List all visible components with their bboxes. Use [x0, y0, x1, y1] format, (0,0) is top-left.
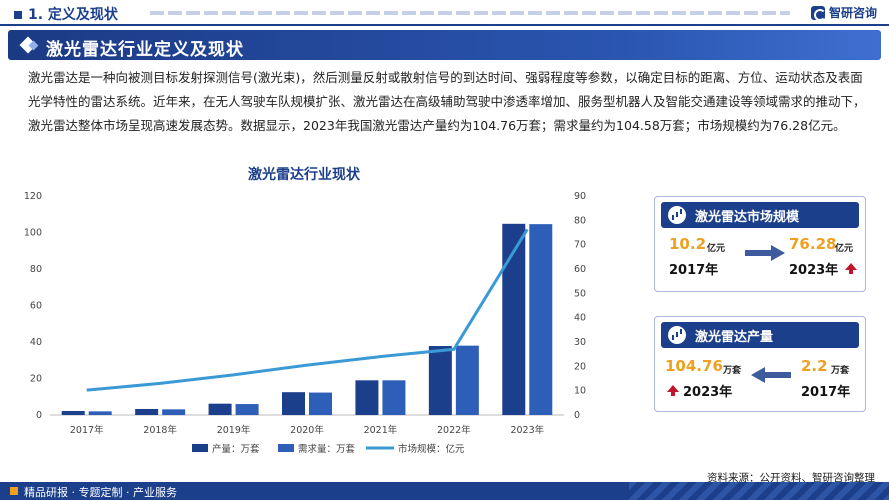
footer-text: 精品研报 · 专题定制 · 产业服务 — [24, 486, 177, 499]
up-arrow-icon — [667, 385, 679, 396]
x-tick-label: 2017年 — [70, 424, 104, 436]
y-right-tick-label: 50 — [574, 288, 586, 299]
top-ornament — [150, 11, 790, 15]
y-left-tick-label: 120 — [24, 191, 42, 202]
output-old-value: 2.2 — [801, 357, 828, 375]
output-card: 激光雷达产量 104.76 万套 2023年 2.2 万套 2017年 — [654, 316, 866, 412]
title-banner: 激光雷达行业定义及现状 — [8, 30, 881, 60]
brand-name: 智研咨询 — [828, 6, 877, 20]
market-to-year: 2023年 — [789, 263, 839, 278]
market-card-title: 激光雷达市场规模 — [695, 210, 800, 225]
chart-title: 激光雷达行业现状 — [248, 167, 360, 183]
section-bullet-icon — [14, 11, 22, 19]
y-left-tick-label: 80 — [30, 264, 42, 275]
bar-chart-icon — [668, 326, 686, 344]
y-left-tick-label: 20 — [30, 374, 42, 385]
market-to-value: 76.28 — [789, 235, 837, 253]
y-right-tick-label: 80 — [574, 215, 586, 226]
footer-square-icon — [10, 487, 18, 495]
y-right-tick-label: 0 — [574, 410, 580, 421]
y-right-tick-label: 10 — [574, 386, 586, 397]
bar-output — [428, 346, 452, 415]
y-left-tick-label: 0 — [36, 410, 42, 421]
section-title-text: 1. 定义及现状 — [28, 7, 118, 23]
market-size-card: 激光雷达市场规模 10.2 亿元 2017年 76.28 亿元 2023年 — [654, 196, 866, 292]
x-tick-label: 2023年 — [510, 424, 544, 436]
bar-demand — [455, 345, 479, 415]
legend-label: 产量：万套 — [212, 443, 260, 455]
chart-svg: 0 20 40 60 80 100 120 0 10 20 30 40 50 60 70 80 90 2017年 2… — [24, 191, 586, 455]
output-new-value: 104.76 — [665, 357, 723, 375]
bar-output — [208, 403, 232, 415]
output-card-title: 激光雷达产量 — [695, 330, 774, 345]
top-bar: 1. 定义及现状 智研咨询 — [0, 0, 889, 26]
x-tick-label: 2022年 — [437, 424, 471, 436]
y-left-tick-label: 100 — [24, 228, 42, 239]
chart: 0 20 40 60 80 100 120 0 10 20 30 40 50 60 70 80 90 2017年 2… — [20, 186, 610, 466]
bar-chart-icon — [668, 206, 686, 224]
y-right-tick-label: 30 — [574, 337, 586, 348]
bar-output — [502, 223, 526, 415]
y-right-tick-label: 20 — [574, 361, 586, 372]
x-tick-label: 2021年 — [364, 424, 398, 436]
y-right-tick-label: 60 — [574, 264, 586, 275]
source-note: 资料来源：公开资料、智研咨询整理 — [707, 472, 875, 484]
market-to-unit: 亿元 — [835, 244, 854, 254]
bar-output — [61, 410, 85, 415]
output-old-unit: 万套 — [831, 366, 850, 376]
y-right-tick-label: 40 — [574, 313, 586, 324]
legend-label: 需求量：万套 — [298, 443, 356, 455]
output-new-unit: 万套 — [723, 366, 742, 376]
brand: 智研咨询 — [810, 4, 877, 21]
footer-bar: 精品研报 · 专题定制 · 产业服务 — [0, 482, 889, 500]
bar-demand — [382, 380, 406, 415]
banner-title: 激光雷达行业定义及现状 — [46, 40, 244, 60]
output-new-year: 2023年 — [683, 385, 733, 400]
x-tick-label: 2018年 — [143, 424, 177, 436]
up-arrow-icon — [845, 263, 857, 274]
y-left-tick-label: 60 — [30, 301, 42, 312]
bar-demand — [235, 404, 259, 415]
section-title: 1. 定义及现状 — [14, 4, 118, 24]
bar-output — [355, 380, 379, 415]
y-left-tick-label: 40 — [30, 337, 42, 348]
bar-demand — [309, 392, 332, 415]
legend-swatch — [192, 444, 208, 452]
y-right-tick-label: 70 — [574, 240, 586, 251]
intro-paragraph: 激光雷达是一种向被测目标发射探测信号(激光束)，然后测量反射或散射信号的到达时间… — [28, 70, 866, 133]
bar-output — [282, 392, 305, 415]
footer-stripe — [629, 482, 889, 500]
x-tick-label: 2020年 — [290, 424, 324, 436]
legend-label: 市场规模：亿元 — [398, 443, 465, 455]
right-arrow-icon — [745, 245, 785, 261]
output-card-header: 激光雷达产量 — [661, 322, 859, 348]
legend-swatch — [278, 444, 294, 452]
left-arrow-icon — [751, 367, 791, 383]
brand-logo-icon — [810, 5, 826, 21]
market-from-year: 2017年 — [669, 263, 719, 278]
market-from-unit: 亿元 — [707, 244, 726, 254]
bar-demand — [529, 224, 553, 415]
bar-output — [135, 408, 159, 415]
x-tick-label: 2019年 — [217, 424, 251, 436]
market-size-line — [86, 228, 529, 392]
bar-demand — [162, 409, 186, 415]
bar-demand — [88, 411, 112, 415]
output-old-year: 2017年 — [801, 385, 851, 400]
y-right-tick-label: 90 — [574, 191, 586, 202]
market-card-header: 激光雷达市场规模 — [661, 202, 859, 228]
market-from-value: 10.2 — [669, 235, 707, 253]
